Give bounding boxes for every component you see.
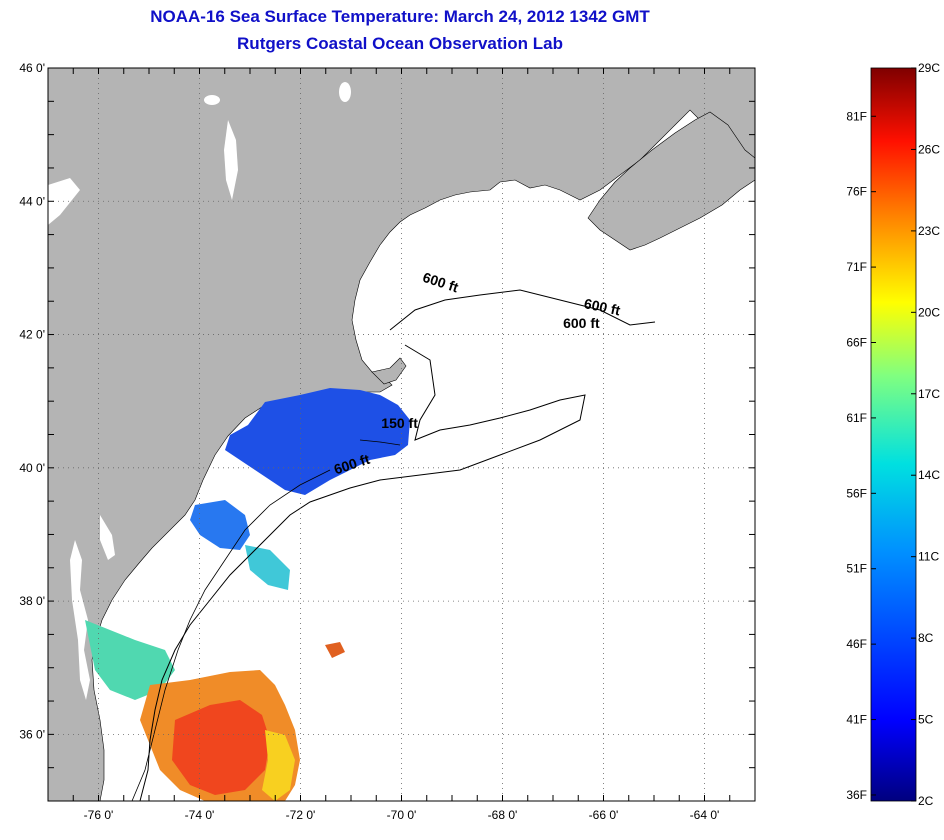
sst-blue-patch-south [190, 500, 250, 550]
lon-label: -74 0' [185, 808, 215, 822]
chesapeake-bay [70, 540, 90, 700]
sst-small-orange-patch [325, 642, 345, 658]
colorbar-fahrenheit-label: 66F [846, 335, 867, 349]
map-subtitle: Rutgers Coastal Ocean Observation Lab [237, 34, 563, 53]
colorbar-celsius-label: 11C [918, 550, 939, 564]
contour-label: 600 ft [583, 295, 622, 318]
nova-scotia [587, 111, 755, 251]
lat-label: 38 0' [19, 594, 45, 608]
contour-label: 150 ft [381, 415, 418, 431]
grid-lines [48, 67, 755, 801]
colorbar-celsius-label: 17C [918, 387, 940, 401]
frame-ticks [47, 67, 756, 802]
sst-green-patch-coast [85, 620, 175, 700]
sst-cyan-patch [245, 545, 290, 590]
map-title: NOAA-16 Sea Surface Temperature: March 2… [150, 7, 650, 26]
sst-red-core [172, 700, 270, 795]
inland-lake [204, 95, 220, 105]
colorbar-fahrenheit-label: 61F [846, 411, 867, 425]
lon-label: -76 0' [84, 808, 114, 822]
colorbar-fahrenheit-label: 51F [846, 562, 867, 576]
land-mass [48, 68, 755, 801]
contour-label: 600 ft [563, 315, 600, 331]
colorbar-celsius-label: 8C [918, 631, 934, 645]
colorbar-fahrenheit-label: 46F [846, 637, 867, 651]
moosehead-lake [339, 82, 351, 102]
lat-label: 44 0' [19, 194, 45, 208]
lon-label: -64 0' [690, 808, 720, 822]
colorbar [870, 67, 917, 802]
lon-label: -72 0' [286, 808, 316, 822]
sst-cold-patch-gulf-of-maine [225, 388, 410, 495]
lat-label: 40 0' [19, 461, 45, 475]
lat-label: 42 0' [19, 328, 45, 342]
colorbar-fahrenheit-label: 71F [846, 260, 867, 274]
lake-champlain [224, 120, 238, 200]
colorbar-celsius-label: 2C [918, 794, 934, 808]
lat-label: 46 0' [19, 61, 45, 75]
colorbar-celsius-label: 29C [918, 61, 940, 75]
lat-label: 36 0' [19, 727, 45, 741]
colorbar-celsius-label: 26C [918, 142, 940, 156]
cape-cod [371, 357, 407, 385]
colorbar-celsius-label: 5C [918, 713, 934, 727]
colorbar-fahrenheit-label: 81F [846, 109, 867, 123]
colorbar-fahrenheit-label: 41F [846, 713, 867, 727]
colorbar-celsius-label: 20C [918, 305, 940, 319]
colorbar-celsius-label: 23C [918, 224, 940, 238]
lon-label: -68 0' [488, 808, 518, 822]
colorbar-fahrenheit-label: 56F [846, 486, 867, 500]
colorbar-fahrenheit-label: 76F [846, 185, 867, 199]
lon-label: -70 0' [387, 808, 417, 822]
sst-yellow-edge [262, 730, 295, 801]
isobath-600ft [139, 289, 656, 801]
lon-label: -66 0' [589, 808, 619, 822]
colorbar-fahrenheit-label: 36F [846, 788, 867, 802]
delaware-bay [100, 515, 115, 560]
isobath-150ft [131, 439, 401, 801]
colorbar-celsius-label: 14C [918, 468, 940, 482]
